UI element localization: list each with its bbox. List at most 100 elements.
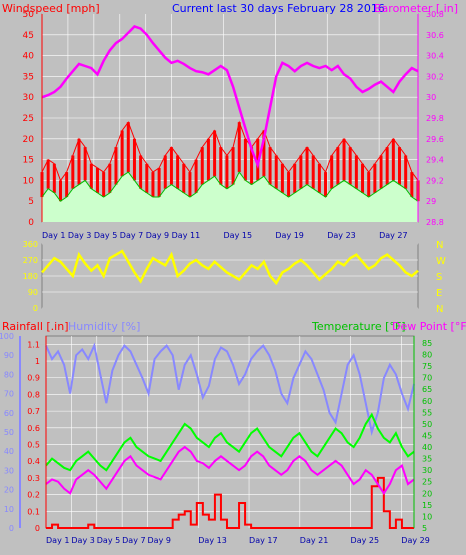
humidity-tick-label: 100	[0, 332, 14, 341]
chart-title: Current last 30 days February 28 2016	[172, 2, 385, 15]
wind-tick-label: 45	[23, 31, 34, 41]
humidity-tick-label: 0	[9, 524, 14, 533]
temperature-tick-label: 70	[422, 374, 432, 383]
weather-x-tick-label: Day 29	[401, 536, 430, 545]
wind-tick-label: 25	[23, 114, 34, 124]
weather-x-tick-label: Day 25	[351, 536, 380, 545]
temperature-axis-title: Temperature [°F]	[311, 320, 406, 333]
rainfall-tick-label: 0.3	[27, 474, 40, 483]
compass-tick-label: W	[436, 256, 446, 267]
direction-tick-label: 270	[23, 256, 38, 265]
compass-tick-label: S	[436, 272, 442, 283]
temperature-tick-label: 50	[422, 420, 432, 429]
temperature-tick-label: 40	[422, 443, 432, 452]
barometer-line	[41, 25, 419, 169]
barometer-tick-label: 30.8	[426, 10, 444, 19]
humidity-tick-label: 80	[4, 370, 14, 379]
barometer-tick-label: 30.6	[426, 31, 444, 40]
humidity-tick-label: 50	[4, 428, 14, 437]
rainfall-tick-label: 0.1	[27, 507, 40, 516]
wind-x-tick-label: Day 9	[146, 231, 169, 240]
compass-tick-label: N	[436, 304, 443, 315]
wind-x-tick-label: Day 11	[172, 231, 201, 240]
rainfall-tick-label: 0.7	[27, 407, 40, 416]
wind-tick-label: 5	[28, 197, 34, 207]
barometer-tick-label: 29.8	[426, 114, 444, 123]
wind-average-area	[42, 172, 418, 222]
temperature-tick-label: 15	[422, 501, 432, 510]
rainfall-tick-label: 0.2	[27, 491, 40, 500]
wind-tick-label: 0	[28, 218, 34, 228]
wind-tick-label: 15	[23, 156, 34, 166]
weather-plot-area	[45, 335, 415, 529]
temperature-tick-label: 25	[422, 478, 432, 487]
rainfall-tick-label: 0.8	[27, 390, 40, 399]
barometer-tick-label: 30.4	[426, 52, 444, 61]
barometer-tick-label: 29.2	[426, 176, 444, 185]
wind-tick-label: 10	[23, 176, 35, 186]
temperature-line	[45, 412, 415, 472]
wind-x-tick-label: Day 23	[327, 231, 356, 240]
weather-x-tick-label: Day 7	[122, 536, 145, 545]
dewpoint-axis-title: Dew Point [°F]	[392, 320, 466, 333]
wind-x-tick-label: Day 15	[224, 231, 253, 240]
humidity-line	[45, 342, 415, 436]
compass-tick-label: N	[436, 240, 443, 251]
wind-x-tick-label: Day 19	[275, 231, 304, 240]
direction-tick-label: 180	[23, 272, 38, 281]
barometer-tick-label: 30.2	[426, 72, 444, 81]
temperature-tick-label: 20	[422, 489, 432, 498]
humidity-tick-label: 30	[4, 466, 14, 475]
wind-direction-line	[41, 249, 419, 286]
temperature-tick-label: 60	[422, 397, 432, 406]
barometer-tick-label: 29.4	[426, 156, 444, 165]
direction-tick-label: 360	[23, 240, 38, 249]
wind-x-tick-label: Day 3	[68, 231, 91, 240]
weather-x-tick-label: Day 1	[46, 536, 69, 545]
temperature-tick-label: 10	[422, 512, 432, 521]
weather-x-tick-label: Day 3	[71, 536, 94, 545]
temperature-tick-label: 75	[422, 362, 432, 371]
direction-tick-label: 90	[28, 288, 38, 297]
wind-tick-label: 35	[23, 72, 34, 82]
humidity-tick-label: 70	[4, 390, 14, 399]
weather-x-tick-label: Day 17	[249, 536, 278, 545]
rainfall-tick-label: 0.5	[27, 441, 40, 450]
temperature-tick-label: 45	[422, 431, 432, 440]
temperature-tick-label: 55	[422, 408, 432, 417]
wind-tick-label: 20	[23, 135, 35, 145]
wind-x-tick-label: Day 5	[94, 231, 117, 240]
barometer-tick-label: 30	[426, 93, 436, 102]
weather-x-tick-label: Day 9	[148, 536, 171, 545]
rainfall-tick-label: 0.6	[27, 424, 40, 433]
humidity-tick-label: 60	[4, 409, 14, 418]
compass-tick-label: E	[436, 288, 442, 299]
humidity-tick-label: 40	[4, 447, 14, 456]
barometer-axis-title: Barometer [.in]	[374, 2, 458, 15]
rainfall-tick-label: 0.4	[27, 457, 40, 466]
temperature-tick-label: 65	[422, 385, 432, 394]
wind-x-tick-label: Day 27	[379, 231, 408, 240]
barometer-tick-label: 29	[426, 197, 436, 206]
temperature-tick-label: 80	[422, 351, 432, 360]
wind-tick-label: 50	[23, 10, 35, 20]
wind-tick-label: 40	[23, 52, 35, 62]
rainfall-tick-label: 0	[35, 524, 40, 533]
wind-axis-title: Windspeed [mph]	[2, 2, 100, 15]
humidity-tick-label: 20	[4, 486, 14, 495]
humidity-tick-label: 90	[4, 351, 14, 360]
dewpoint-line	[45, 445, 415, 496]
temperature-tick-label: 5	[422, 524, 427, 533]
wind-x-tick-label: Day 7	[120, 231, 143, 240]
humidity-axis-title: Humidity [%]	[68, 320, 140, 333]
weather-x-tick-label: Day 21	[300, 536, 329, 545]
weather-x-tick-label: Day 5	[97, 536, 120, 545]
rainfall-tick-label: 1	[35, 357, 40, 366]
temperature-tick-label: 30	[422, 466, 432, 475]
wind-x-tick-label: Day 1	[42, 231, 65, 240]
humidity-tick-label: 10	[4, 505, 14, 514]
wind-gust-line	[41, 120, 419, 182]
wind-average-line	[41, 171, 419, 202]
